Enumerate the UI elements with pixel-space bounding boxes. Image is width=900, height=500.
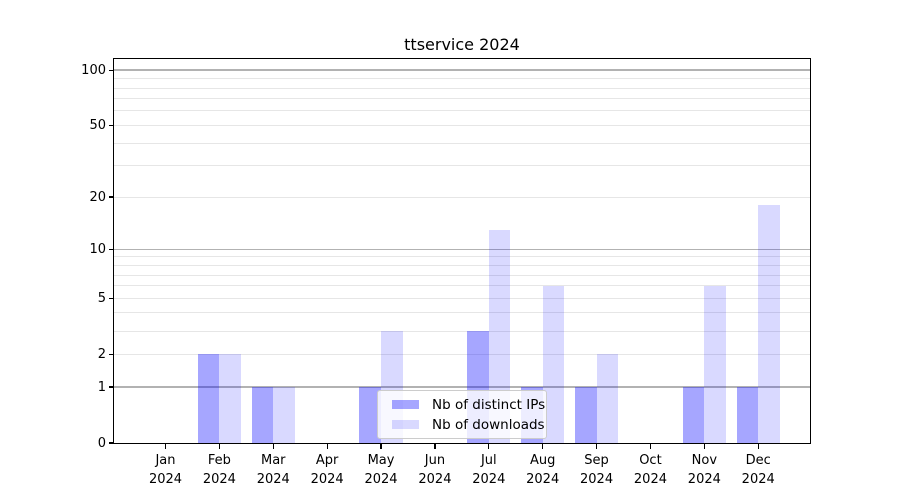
x-tick-mark xyxy=(326,444,328,449)
bar xyxy=(219,354,241,443)
bar xyxy=(488,229,511,443)
minor-gridline xyxy=(114,297,810,299)
y-tick-mark xyxy=(108,196,114,198)
x-tick-label: Sep 2024 xyxy=(580,453,614,487)
minor-gridline xyxy=(114,274,810,276)
x-tick-mark xyxy=(434,444,436,449)
minor-gridline xyxy=(114,98,810,100)
x-tick-mark xyxy=(542,444,544,449)
major-gridline xyxy=(114,386,810,388)
x-tick-mark xyxy=(488,444,490,449)
y-tick-label: 1 xyxy=(97,379,106,395)
x-tick-mark xyxy=(703,444,705,449)
bar xyxy=(758,205,780,443)
major-gridline xyxy=(114,248,810,251)
minor-gridline xyxy=(114,285,810,287)
minor-gridline xyxy=(114,196,810,198)
minor-gridline xyxy=(114,142,810,144)
x-tick-mark xyxy=(164,444,167,449)
minor-gridline xyxy=(114,87,810,89)
minor-gridline xyxy=(114,256,810,258)
major-gridline xyxy=(114,69,810,71)
x-tick-label: Jul 2024 xyxy=(472,453,506,487)
x-tick-label: Apr 2024 xyxy=(310,453,344,487)
minor-gridline xyxy=(114,124,810,126)
bar xyxy=(197,354,220,443)
bar xyxy=(251,387,274,443)
y-tick-label: 20 xyxy=(89,189,106,205)
chart-title: ttservice 2024 xyxy=(404,35,520,54)
x-tick-mark xyxy=(380,444,382,449)
y-tick-mark xyxy=(108,442,114,444)
minor-gridline xyxy=(114,353,810,355)
y-tick-mark xyxy=(108,386,114,388)
minor-gridline xyxy=(114,330,810,332)
y-tick-label: 5 xyxy=(97,290,106,306)
minor-gridline xyxy=(114,265,810,266)
y-tick-label: 0 xyxy=(97,435,106,451)
x-tick-mark xyxy=(218,444,220,449)
legend: Nb of distinct IPs Nb of downloads xyxy=(377,390,547,439)
x-tick-mark xyxy=(272,444,274,449)
plot-area xyxy=(113,58,811,444)
bar xyxy=(359,387,382,443)
x-tick-label: Aug 2024 xyxy=(526,453,560,487)
y-tick-mark xyxy=(108,248,114,250)
y-tick-mark xyxy=(108,69,114,71)
x-tick-label: Nov 2024 xyxy=(687,453,721,487)
bar xyxy=(704,285,726,443)
y-tick-mark xyxy=(108,353,114,355)
minor-gridline xyxy=(114,165,810,167)
y-tick-mark xyxy=(108,124,114,126)
bar xyxy=(542,285,565,443)
bar xyxy=(736,387,759,443)
legend-label: Nb of downloads xyxy=(432,416,545,433)
x-tick-label: Oct 2024 xyxy=(633,453,667,487)
minor-gridline xyxy=(114,78,810,80)
legend-label: Nb of distinct IPs xyxy=(432,396,546,413)
y-tick-label: 10 xyxy=(89,241,106,257)
x-tick-label: May 2024 xyxy=(364,453,398,487)
legend-item: Nb of downloads xyxy=(386,416,545,433)
y-tick-label: 50 xyxy=(89,117,106,133)
legend-item: Nb of distinct IPs xyxy=(386,396,545,413)
bar xyxy=(682,387,705,443)
legend-swatch xyxy=(392,419,419,430)
bar xyxy=(596,354,619,443)
minor-gridline xyxy=(114,312,810,314)
x-tick-label: Feb 2024 xyxy=(202,453,236,487)
x-tick-mark xyxy=(649,444,652,449)
bar xyxy=(574,387,597,443)
y-tick-label: 2 xyxy=(97,346,106,362)
x-tick-label: Jan 2024 xyxy=(148,453,183,487)
x-tick-label: Dec 2024 xyxy=(741,453,775,487)
x-tick-mark xyxy=(595,444,598,449)
x-tick-label: Mar 2024 xyxy=(256,453,290,487)
x-tick-label: Jun 2024 xyxy=(418,453,452,487)
y-tick-mark xyxy=(108,297,114,299)
legend-swatch xyxy=(392,399,419,410)
x-tick-mark xyxy=(757,444,759,449)
y-tick-label: 100 xyxy=(81,62,106,78)
bar xyxy=(273,387,295,443)
minor-gridline xyxy=(114,110,810,112)
